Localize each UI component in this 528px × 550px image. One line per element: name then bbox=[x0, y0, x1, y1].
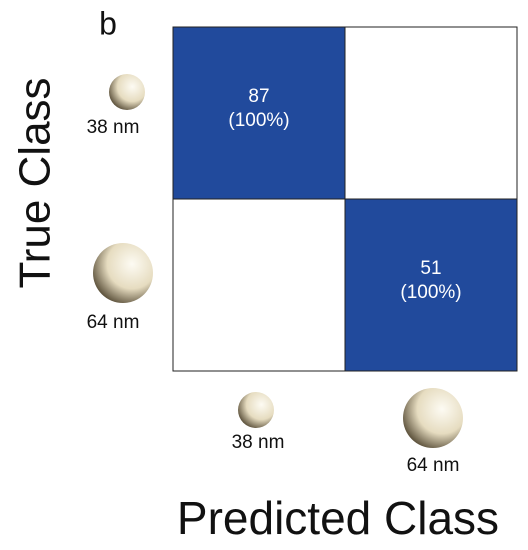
sphere-icon bbox=[403, 388, 463, 448]
cell-percent: (100%) bbox=[228, 110, 289, 131]
matrix-cell bbox=[172, 26, 346, 200]
y-category-label: 38 nm bbox=[87, 117, 140, 138]
matrix-cell bbox=[344, 198, 518, 372]
x-category-label: 38 nm bbox=[232, 432, 285, 453]
sphere-icon bbox=[238, 392, 274, 428]
cell-percent: (100%) bbox=[400, 282, 461, 303]
sphere-icon bbox=[93, 243, 153, 303]
cell-value: 87 bbox=[248, 86, 269, 107]
x-category-label: 64 nm bbox=[407, 455, 460, 476]
panel-label: b bbox=[99, 5, 117, 41]
x-axis-title: Predicted Class bbox=[177, 492, 499, 544]
y-axis-title: True Class bbox=[11, 77, 60, 288]
sphere-icon bbox=[109, 74, 145, 110]
matrix-cell bbox=[172, 198, 346, 372]
matrix-cell bbox=[344, 26, 518, 200]
y-category-label: 64 nm bbox=[87, 312, 140, 333]
cell-value: 51 bbox=[420, 258, 441, 279]
